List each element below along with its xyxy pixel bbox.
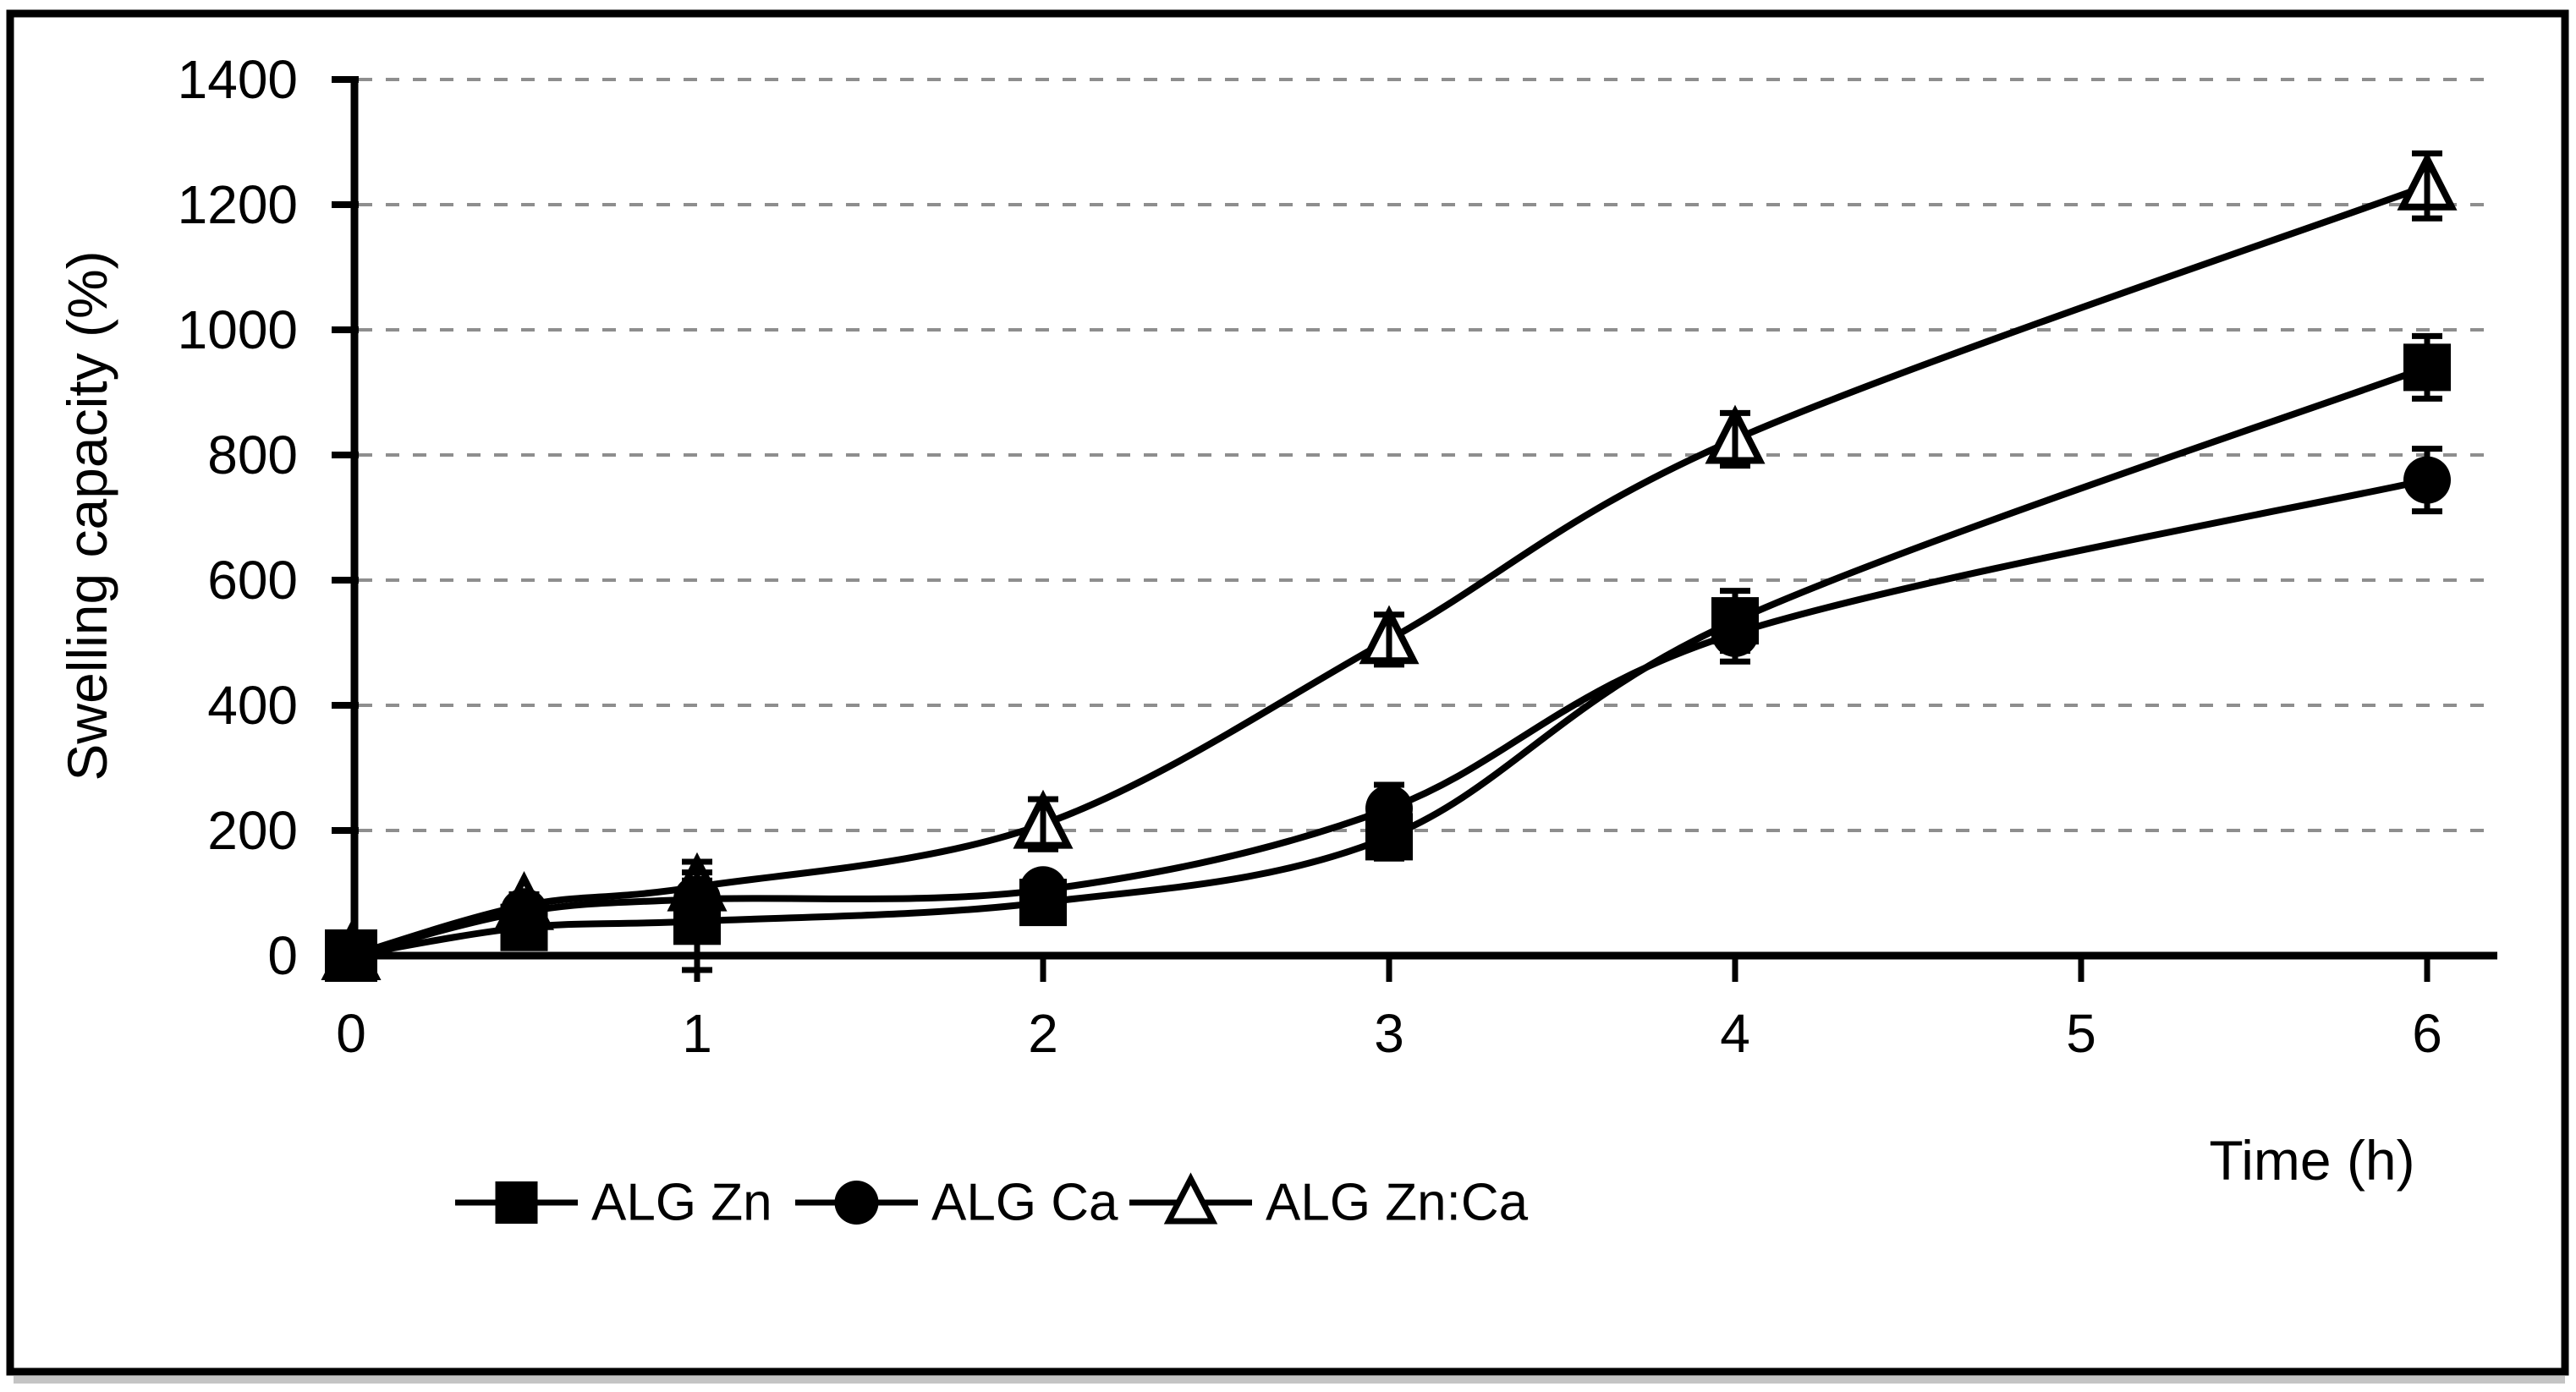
legend-label-alg-zn: ALG Zn <box>591 1174 772 1232</box>
x-tick-label-0: 0 <box>336 1003 366 1064</box>
series-line-alg-zn <box>350 364 2429 959</box>
y-tick-label-400: 400 <box>207 675 298 736</box>
error-bars <box>508 150 2442 973</box>
x-tick-label-5: 5 <box>2066 1003 2096 1064</box>
legend-label-alg-zn-ca: ALG Zn:Ca <box>1266 1174 1529 1232</box>
legend-circle-marker <box>834 1181 879 1225</box>
y-tick-label-800: 800 <box>207 425 298 485</box>
y-tick-label-600: 600 <box>207 550 298 611</box>
y-tick-label-1400: 1400 <box>178 49 298 110</box>
x-tick-label-3: 3 <box>1374 1003 1404 1064</box>
marker-alg-zn-t0 <box>325 929 377 982</box>
y-tick-label-0: 0 <box>267 925 298 986</box>
axes: 0 200 400 600 800 1000 1200 1400 0 1 2 3 4 5 6 <box>178 49 2497 1064</box>
x-tick-label-1: 1 <box>682 1003 712 1064</box>
x-tick-label-6: 6 <box>2412 1003 2442 1064</box>
y-tick-label-1000: 1000 <box>178 299 298 360</box>
figure-bottom-shadow <box>14 1376 2565 1384</box>
legend-square-marker <box>495 1181 538 1224</box>
series-line-alg-zn-ca <box>349 183 2429 959</box>
y-tick-label-200: 200 <box>207 800 298 861</box>
legend: ALG Zn ALG Ca ALG Zn:Ca <box>455 1172 1529 1232</box>
legend-item-alg-ca: ALG Ca <box>795 1174 1118 1232</box>
legend-label-alg-ca: ALG Ca <box>931 1174 1118 1232</box>
x-tick-label-2: 2 <box>1028 1003 1058 1064</box>
series-lines <box>349 183 2429 959</box>
gridlines <box>359 78 2487 832</box>
y-axis-title: Swelling capacity (%) <box>56 250 118 781</box>
y-tick-label-1200: 1200 <box>178 174 298 235</box>
x-axis-title: Time (h) <box>2209 1129 2414 1192</box>
legend-item-alg-zn: ALG Zn <box>455 1174 772 1232</box>
x-tick-label-4: 4 <box>1720 1003 1750 1064</box>
legend-triangle-marker <box>1163 1172 1218 1225</box>
error-bars-alg-zn-ca <box>508 150 2442 920</box>
series-line-alg-ca <box>350 476 2428 959</box>
figure-border <box>6 9 2569 1376</box>
legend-item-alg-zn-ca: ALG Zn:Ca <box>1129 1172 1529 1232</box>
